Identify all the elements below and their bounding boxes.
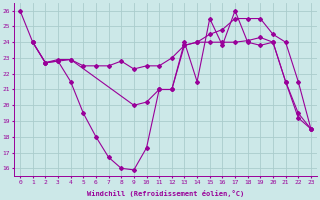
X-axis label: Windchill (Refroidissement éolien,°C): Windchill (Refroidissement éolien,°C) — [87, 190, 244, 197]
